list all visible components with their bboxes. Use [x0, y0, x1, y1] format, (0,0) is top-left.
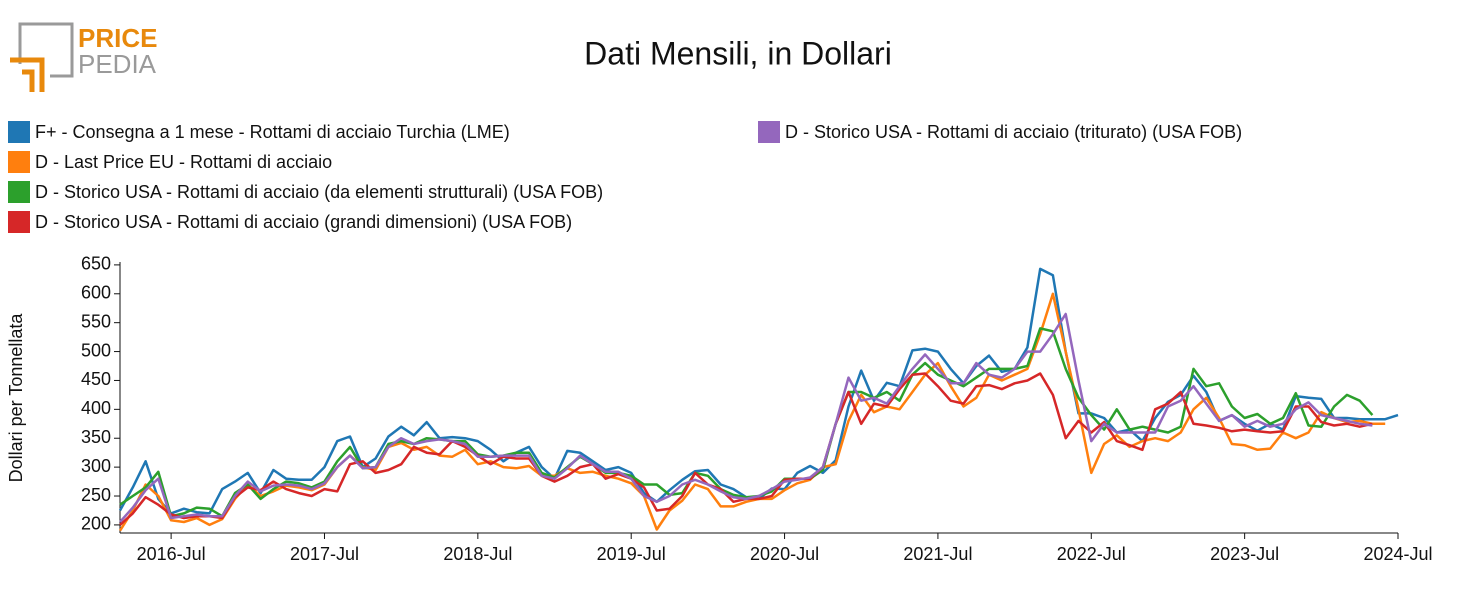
legend-swatch [8, 121, 30, 143]
x-tick-label: 2019-Jul [597, 544, 666, 564]
logo-text: PRICE [78, 23, 157, 53]
y-tick-label: 400 [81, 398, 111, 418]
chart-title: Dati Mensili, in Dollari [584, 35, 892, 71]
series-line [118, 267, 1399, 515]
x-tick-label: 2022-Jul [1057, 544, 1126, 564]
x-tick-label: 2020-Jul [750, 544, 819, 564]
x-tick-label: 2018-Jul [443, 544, 512, 564]
legend-label: D - Last Price EU - Rottami di acciaio [35, 152, 332, 172]
legend-label: F+ - Consegna a 1 mese - Rottami di acci… [35, 122, 510, 142]
y-tick-label: 450 [81, 369, 111, 389]
legend-swatch [758, 121, 780, 143]
x-tick-label: 2017-Jul [290, 544, 359, 564]
x-tick-label: 2024-Jul [1363, 544, 1432, 564]
legend-label: D - Storico USA - Rottami di acciaio (gr… [35, 212, 572, 232]
x-tick-label: 2023-Jul [1210, 544, 1279, 564]
y-axis-label: Dollari per Tonnellata [6, 313, 26, 483]
logo-corner [10, 57, 45, 92]
y-tick-label: 300 [81, 456, 111, 476]
legend-swatch [8, 151, 30, 173]
x-tick-label: 2021-Jul [903, 544, 972, 564]
logo-corner [22, 69, 35, 92]
logo-text: PEDIA [78, 49, 157, 79]
y-tick-label: 350 [81, 427, 111, 447]
x-tick-label: 2016-Jul [137, 544, 206, 564]
y-tick-label: 550 [81, 311, 111, 331]
legend-label: D - Storico USA - Rottami di acciaio (da… [35, 182, 603, 202]
legend-swatch [8, 211, 30, 233]
series-line [119, 327, 1374, 518]
logo-frame [18, 22, 74, 78]
logo: PRICE PEDIA [10, 22, 157, 92]
y-tick-label: 200 [81, 514, 111, 534]
y-tick-label: 650 [81, 254, 111, 274]
y-tick-label: 600 [81, 283, 111, 303]
y-tick-label: 250 [81, 485, 111, 505]
legend-label: D - Storico USA - Rottami di acciaio (tr… [785, 122, 1242, 142]
legend-swatch [8, 181, 30, 203]
y-tick-label: 500 [81, 340, 111, 360]
series-line [119, 312, 1373, 523]
